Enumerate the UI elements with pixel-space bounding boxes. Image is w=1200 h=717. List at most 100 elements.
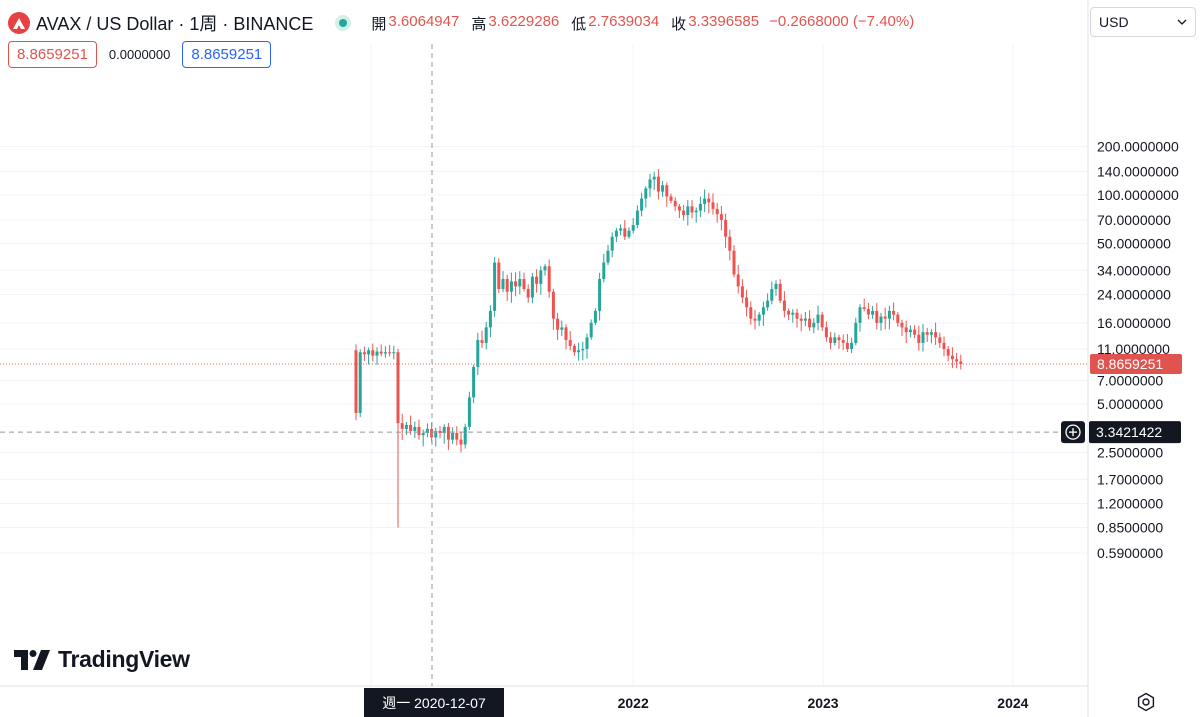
price-tick-label: 2.5000000 [1097,444,1163,460]
candle-body [694,210,698,213]
candle-body [703,198,707,204]
sell-price-box[interactable]: 8.8659251 [8,41,97,68]
candle-body [803,318,807,321]
candlestick-series [354,169,963,528]
candle-body [560,327,564,330]
candle-body [446,426,450,440]
candle-body [522,279,526,289]
candle-body [934,332,938,338]
price-tick-label: 11.0000000 [1097,341,1170,357]
candle-body [509,281,513,292]
candle-body [829,337,833,343]
currency-select[interactable]: USD [1090,7,1196,37]
candle-body [908,329,912,333]
tradingview-logo[interactable]: TradingView [14,646,190,673]
candle-body [929,332,933,335]
candle-body [568,340,572,346]
chart-header: AVAX / US Dollar · 1周 · BINANCE 開 3.60649… [0,0,1088,68]
low-label: 低 [571,15,587,33]
candle-body [892,310,896,315]
candle-body [375,351,379,356]
candle-body [593,310,597,323]
candle-body [707,198,711,203]
candle-body [476,340,480,367]
price-boxes: 8.8659251 0.0000000 8.8659251 [8,41,272,68]
price-tick-label: 0.5900000 [1097,545,1163,561]
chevron-down-icon [1177,19,1187,25]
candle-body [400,423,404,429]
price-tick-label: 0.8500000 [1097,520,1163,536]
candle-body [417,426,421,436]
candle-body [661,185,665,192]
candle-body [459,439,463,445]
candle-body [392,352,396,354]
candle-body [665,185,669,197]
candle-body [862,307,866,310]
buy-price-box[interactable]: 8.8659251 [182,41,272,68]
open-value: 3.6064947 [388,12,460,30]
candle-body [782,300,786,311]
candle-body [572,345,576,353]
price-tick-label: 7.0000000 [1097,373,1163,389]
candle-body [501,279,505,289]
candle-body [698,203,702,211]
candle-body [732,250,736,275]
candle-body [879,316,883,323]
crosshair-date-tag: 週一 2020-12-07 [364,688,504,717]
candle-body [740,286,744,298]
low-value: 2.7639034 [588,12,660,30]
price-tick-label: 100.0000000 [1097,187,1179,203]
candle-body [866,309,870,315]
candle-body [585,337,589,350]
candle-body [728,236,732,251]
candle-body [871,310,875,315]
last-price-label: 8.8659251 [1097,356,1163,372]
add-plus-icon[interactable] [1065,424,1081,440]
candle-body [816,314,820,323]
candle-body [854,322,858,343]
ohlc-values: 開 3.6064947 高 3.6229286 低 2.7639034 收 3.3396… [371,13,914,34]
candle-body [635,210,639,226]
candle-body [451,433,455,440]
candle-body [824,327,828,338]
candle-body [761,307,765,315]
candle-body [371,350,375,356]
price-tick-label: 24.0000000 [1097,287,1171,303]
crosshair-date-label: 週一 2020-12-07 [382,695,486,711]
candle-body [551,291,555,319]
candle-body [757,314,761,321]
candle-body [795,312,799,319]
symbol-title[interactable]: AVAX / US Dollar · 1周 · BINANCE [36,14,314,34]
candle-body [749,307,753,319]
crosshair-price-label: 3.3421422 [1096,424,1162,440]
tradingview-logo-text: TradingView [58,646,190,672]
candle-body [766,300,770,308]
candle-body [745,297,749,308]
candle-body [686,206,690,216]
candle-body [644,188,648,199]
candle-body [493,262,497,311]
candle-body [774,283,778,289]
candle-body [438,430,442,434]
candle-body [497,262,501,289]
candle-body [736,274,740,287]
candle-body [896,314,900,323]
candle-body [669,196,673,201]
candle-body [799,318,803,321]
settings-gear-icon[interactable] [1136,692,1156,712]
candle-body [921,332,925,343]
crosshair-price-tag: 3.3421422 [1061,421,1181,444]
price-tick-label: 50.0000000 [1097,235,1171,251]
close-value: 3.3396585 [688,12,760,30]
candle-body [900,322,904,328]
candle-body [547,266,551,292]
candle-body [518,279,522,287]
candle-body [677,206,681,211]
candle-body [648,179,652,189]
candle-body [631,225,635,231]
candle-body [606,250,610,263]
tradingview-logo-icon [14,649,50,670]
candle-body [539,270,543,284]
candle-body [791,312,795,315]
